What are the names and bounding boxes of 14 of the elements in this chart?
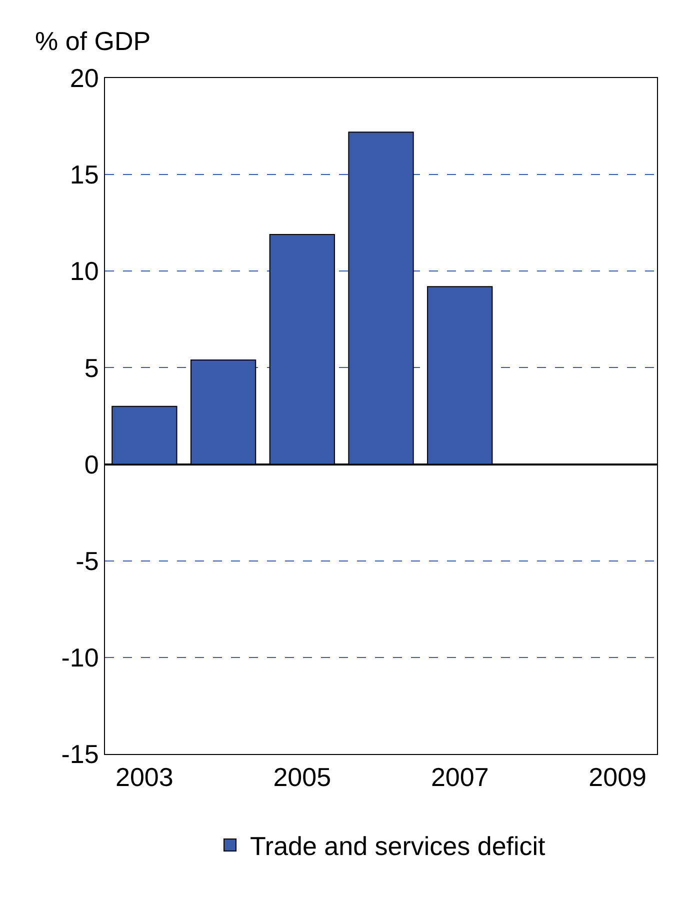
x-tick-label: 2003 (116, 762, 174, 792)
y-tick-label: -5 (76, 546, 99, 576)
y-axis-title: % of GDP (35, 26, 151, 56)
y-tick-label: -10 (61, 642, 99, 673)
y-tick-label: 5 (84, 352, 99, 383)
y-tick-label: 10 (70, 256, 99, 286)
y-tick-label: 20 (70, 63, 99, 94)
x-tick-label: 2005 (273, 762, 332, 792)
x-tick-label: 2009 (588, 762, 646, 792)
y-tick-label: 0 (84, 449, 99, 480)
y-tick-label: -15 (61, 739, 99, 770)
y-tick-label: 15 (70, 160, 99, 190)
legend-label: Trade and services deficit (250, 831, 546, 862)
x-tick-label: 2007 (430, 762, 489, 792)
